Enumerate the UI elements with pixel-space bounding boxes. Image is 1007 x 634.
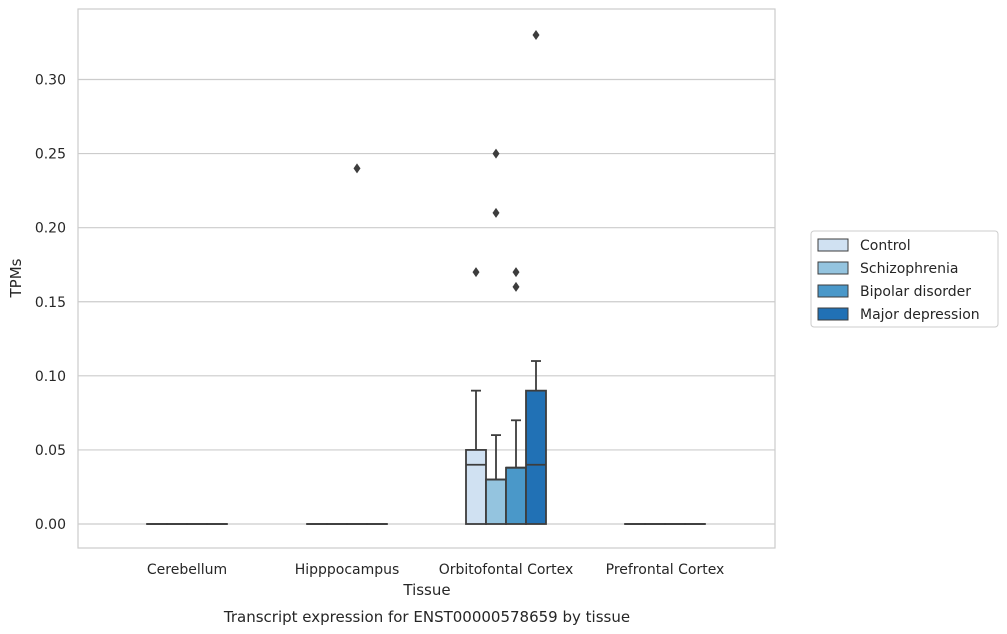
x-tick-label: Cerebellum — [147, 562, 227, 578]
legend-label: Bipolar disorder — [860, 284, 971, 300]
outlier-point — [492, 207, 500, 218]
legend-swatch — [817, 238, 849, 252]
y-tick-labels: 0.00 0.05 0.10 0.15 0.20 0.25 0.30 — [35, 73, 66, 534]
box-major-depression — [525, 30, 547, 525]
legend-swatch — [817, 261, 849, 275]
x-tick-labels: Cerebellum Hipppocampus Orbitofontal Corte… — [147, 562, 724, 578]
x-tick-label: Orbitofontal Cortex — [439, 562, 574, 578]
legend-label: Major depression — [860, 307, 980, 323]
outlier-point — [532, 30, 540, 41]
gridlines — [78, 78, 775, 525]
chart-caption: Transcript expression for ENST0000057865… — [223, 608, 630, 626]
legend: Control Schizophrenia Bipolar disorder Majo… — [810, 230, 999, 328]
box-body — [505, 466, 527, 525]
outlier-point — [492, 148, 500, 159]
outlier-point — [472, 267, 480, 278]
legend-swatch — [817, 284, 849, 298]
legend-frame — [810, 230, 999, 328]
x-tick-label: Hipppocampus — [295, 562, 400, 578]
plot-background — [78, 9, 775, 548]
y-tick-label: 0.10 — [35, 369, 66, 385]
outlier-point — [512, 267, 520, 278]
x-tick-label: Prefrontal Cortex — [606, 562, 725, 578]
outlier-point — [512, 281, 520, 292]
legend-label: Schizophrenia — [860, 261, 958, 277]
box-body — [465, 449, 487, 525]
legend-label: Control — [860, 238, 911, 254]
y-tick-label: 0.05 — [35, 443, 66, 459]
box-bipolar-disorder — [505, 267, 527, 525]
y-axis-title: TPMs — [7, 258, 25, 298]
y-tick-label: 0.00 — [35, 517, 66, 533]
y-tick-label: 0.20 — [35, 221, 66, 237]
y-tick-label: 0.30 — [35, 73, 66, 89]
box-body — [525, 389, 547, 525]
legend-swatch — [817, 307, 849, 321]
y-tick-label: 0.15 — [35, 295, 66, 311]
boxes-layer — [146, 30, 706, 525]
y-tick-label: 0.25 — [35, 147, 66, 163]
x-axis-title: Tissue — [402, 581, 450, 599]
outlier-point — [353, 163, 361, 174]
box-body — [485, 478, 507, 525]
plot-frame — [77, 8, 776, 549]
